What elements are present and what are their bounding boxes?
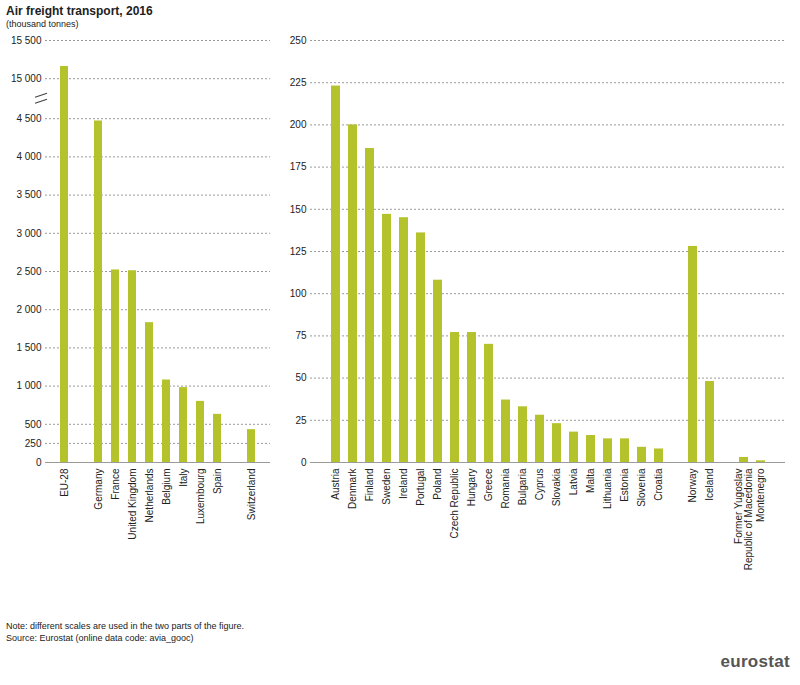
svg-text:Romania: Romania [500, 468, 511, 508]
svg-text:Finland: Finland [364, 469, 375, 502]
svg-text:Italy: Italy [178, 469, 189, 487]
svg-text:3 500: 3 500 [16, 189, 41, 200]
svg-text:250: 250 [290, 35, 307, 46]
html-text:Source: Eurostat (online data: Source: Eurostat (online data code: avia… [6, 633, 194, 643]
svg-text:2 000: 2 000 [16, 304, 41, 315]
svg-text:0: 0 [36, 457, 42, 468]
svg-text:2 500: 2 500 [16, 266, 41, 277]
svg-text:Denmark: Denmark [347, 468, 358, 510]
svg-text:Estonia: Estonia [619, 468, 630, 502]
svg-text:Hungary: Hungary [466, 469, 477, 507]
svg-text:Spain: Spain [212, 469, 223, 495]
svg-text:Slovenia: Slovenia [636, 468, 647, 507]
svg-text:Cyprus: Cyprus [534, 469, 545, 501]
svg-text:Iceland: Iceland [704, 469, 715, 501]
svg-text:50: 50 [295, 372, 307, 383]
svg-text:United Kingdom: United Kingdom [127, 469, 138, 540]
svg-text:225: 225 [290, 77, 307, 88]
svg-text:Latvia: Latvia [568, 468, 579, 495]
svg-text:EU-28: EU-28 [59, 468, 70, 497]
html-text:(thousand tonnes): (thousand tonnes) [6, 19, 79, 29]
svg-text:1 000: 1 000 [16, 380, 41, 391]
svg-text:Czech Republic: Czech Republic [449, 469, 460, 539]
html-text:Air freight transport, 2016: Air freight transport, 2016 [6, 4, 153, 18]
svg-text:Greece: Greece [483, 468, 494, 501]
svg-text:Germany: Germany [93, 469, 104, 510]
svg-text:Poland: Poland [432, 469, 443, 500]
svg-text:75: 75 [295, 330, 307, 341]
svg-text:Bulgaria: Bulgaria [517, 468, 528, 505]
svg-text:150: 150 [290, 204, 307, 215]
svg-text:3 000: 3 000 [16, 228, 41, 239]
svg-text:Sweden: Sweden [381, 469, 392, 505]
svg-text:4 500: 4 500 [16, 113, 41, 124]
svg-text:Norway: Norway [687, 469, 698, 503]
svg-text:Netherlands: Netherlands [144, 469, 155, 523]
svg-text:Ireland: Ireland [398, 469, 409, 500]
svg-text:Luxembourg: Luxembourg [195, 469, 206, 525]
svg-text:Croatia: Croatia [653, 468, 664, 501]
svg-text:250: 250 [25, 438, 42, 449]
svg-text:200: 200 [290, 119, 307, 130]
svg-text:Montenegro: Montenegro [755, 468, 766, 522]
svg-text:125: 125 [290, 246, 307, 257]
svg-text:4 000: 4 000 [16, 151, 41, 162]
svg-text:Lithuania: Lithuania [602, 468, 613, 509]
svg-text:Slovakia: Slovakia [551, 468, 562, 506]
svg-text:500: 500 [25, 419, 42, 430]
svg-text:Austria: Austria [330, 468, 341, 500]
svg-text:25: 25 [295, 415, 307, 426]
html-text:eurostat: eurostat [720, 652, 790, 671]
svg-text:175: 175 [290, 161, 307, 172]
html-text:Note: different scales are use: Note: different scales are used in the t… [6, 621, 244, 631]
svg-text:15 000: 15 000 [11, 73, 42, 84]
svg-text:Malta: Malta [585, 468, 596, 493]
svg-text:100: 100 [290, 288, 307, 299]
svg-text:France: France [110, 468, 121, 500]
svg-text:Belgium: Belgium [161, 469, 172, 505]
svg-text:1 500: 1 500 [16, 342, 41, 353]
svg-text:Former YugoslavRepublic of Mac: Former YugoslavRepublic of Macedonia [733, 468, 754, 570]
svg-text:0: 0 [301, 457, 307, 468]
svg-text:15 500: 15 500 [11, 35, 42, 46]
svg-text:Portugal: Portugal [415, 469, 426, 506]
svg-text:Switzerland: Switzerland [246, 469, 257, 521]
